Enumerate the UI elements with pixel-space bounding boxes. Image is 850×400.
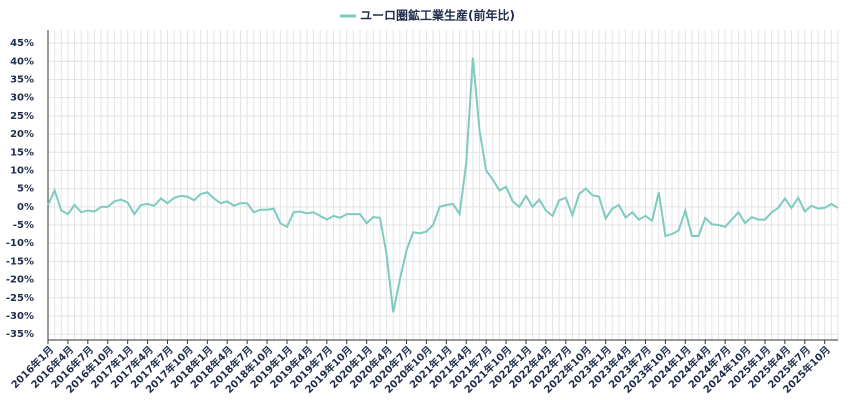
- y-tick-label: 10%: [10, 165, 34, 176]
- y-tick-label: 0%: [17, 202, 34, 213]
- y-tick-label: 5%: [17, 184, 34, 195]
- y-tick-label: -20%: [6, 275, 34, 286]
- y-tick-label: -10%: [6, 238, 34, 249]
- legend-label: ユーロ圏鉱工業生産(前年比): [360, 8, 515, 23]
- y-tick-label: 45%: [10, 38, 34, 49]
- y-tick-label: 25%: [10, 111, 34, 122]
- y-tick-label: -35%: [6, 329, 34, 340]
- y-tick-label: 35%: [10, 74, 34, 85]
- y-tick-label: -15%: [6, 256, 34, 267]
- y-tick-label: -5%: [13, 220, 34, 231]
- y-tick-label: -30%: [6, 311, 34, 322]
- y-tick-label: -25%: [6, 293, 34, 304]
- y-tick-label: 15%: [10, 147, 34, 158]
- y-tick-label: 40%: [10, 56, 34, 67]
- series-line: [47, 57, 839, 313]
- y-tick-label: 20%: [10, 129, 34, 140]
- y-tick-label: 30%: [10, 93, 34, 104]
